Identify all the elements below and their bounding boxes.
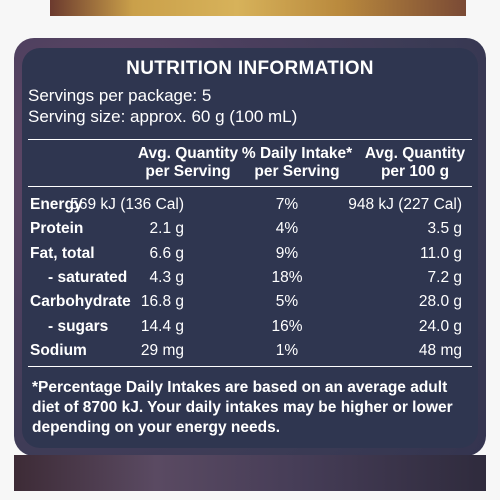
nutrient-name: - sugars xyxy=(48,317,109,335)
value-per-serving: 6.6 g xyxy=(149,244,184,262)
value-per-100g: 24.0 g xyxy=(418,317,462,335)
header-line: per Serving xyxy=(254,163,340,180)
panel-title: NUTRITION INFORMATION xyxy=(126,58,374,79)
value-daily-intake: 18% xyxy=(271,268,303,286)
table-row: Sodium 29 mg 1% 48 mg xyxy=(22,342,478,364)
header-line: Avg. Quantity xyxy=(364,145,466,162)
header-line: Avg. Quantity xyxy=(137,145,239,162)
package-edge-top xyxy=(50,0,466,16)
nutrient-name: Sodium xyxy=(30,341,87,359)
value-daily-intake: 4% xyxy=(275,220,299,238)
value-per-100g: 28.0 g xyxy=(418,293,462,311)
value-daily-intake: 5% xyxy=(275,293,299,311)
nutrition-information-panel: NUTRITION INFORMATION Servings per packa… xyxy=(22,48,478,448)
header-avg-qty-per-serving: Avg. Quantity per Serving xyxy=(120,145,256,181)
table-row: Carbohydrate 16.8 g 5% 28.0 g xyxy=(22,293,478,315)
nutrient-name: Energy xyxy=(30,196,83,213)
table-row: Energy 569 kJ (136 Cal) 7% 948 kJ (227 Cal) xyxy=(22,196,478,218)
divider-header xyxy=(28,186,472,187)
value-per-100g: 948 kJ (227 Cal) xyxy=(348,196,462,213)
value-per-serving: 2.1 g xyxy=(149,220,184,238)
value-per-serving: 16.8 g xyxy=(140,293,184,311)
header-line: per 100 g xyxy=(380,163,450,180)
nutrient-name: Fat, total xyxy=(30,244,95,262)
value-per-100g: 11.0 g xyxy=(420,244,462,262)
nutrient-name: Carbohydrate xyxy=(30,293,131,311)
value-per-100g: 7.2 g xyxy=(427,268,462,286)
footnote: *Percentage Daily Intakes are based on a… xyxy=(32,379,453,436)
serving-size: Serving size: approx. 60 g (100 mL) xyxy=(28,107,298,126)
servings-per-package: Servings per package: 5 xyxy=(28,86,212,105)
header-daily-intake-per-serving: % Daily Intake* per Serving xyxy=(232,145,362,181)
table-row: - saturated 4.3 g 18% 7.2 g xyxy=(22,269,478,291)
nutrient-name: - saturated xyxy=(48,268,128,286)
value-per-100g: 48 mg xyxy=(418,341,462,359)
divider-top xyxy=(28,139,472,140)
table-row: Fat, total 6.6 g 9% 11.0 g xyxy=(22,245,478,267)
value-per-serving: 29 mg xyxy=(140,341,184,359)
table-row: - sugars 14.4 g 16% 24.0 g xyxy=(22,318,478,340)
value-per-serving: 14.4 g xyxy=(140,317,184,335)
table-row: Protein 2.1 g 4% 3.5 g xyxy=(22,220,478,242)
value-daily-intake: 7% xyxy=(275,196,299,213)
value-daily-intake: 16% xyxy=(271,317,303,335)
header-avg-qty-per-100g: Avg. Quantity per 100 g xyxy=(352,145,478,181)
value-daily-intake: 1% xyxy=(275,341,299,359)
nutrient-name: Protein xyxy=(30,220,84,238)
header-line: per Serving xyxy=(145,163,231,180)
value-per-serving: 4.3 g xyxy=(149,268,184,286)
divider-bottom xyxy=(28,366,472,367)
package-edge-bottom xyxy=(14,455,486,491)
value-per-serving: 569 kJ (136 Cal) xyxy=(70,196,184,213)
value-daily-intake: 9% xyxy=(275,244,299,262)
value-per-100g: 3.5 g xyxy=(427,220,462,238)
header-line: % Daily Intake* xyxy=(241,145,353,162)
